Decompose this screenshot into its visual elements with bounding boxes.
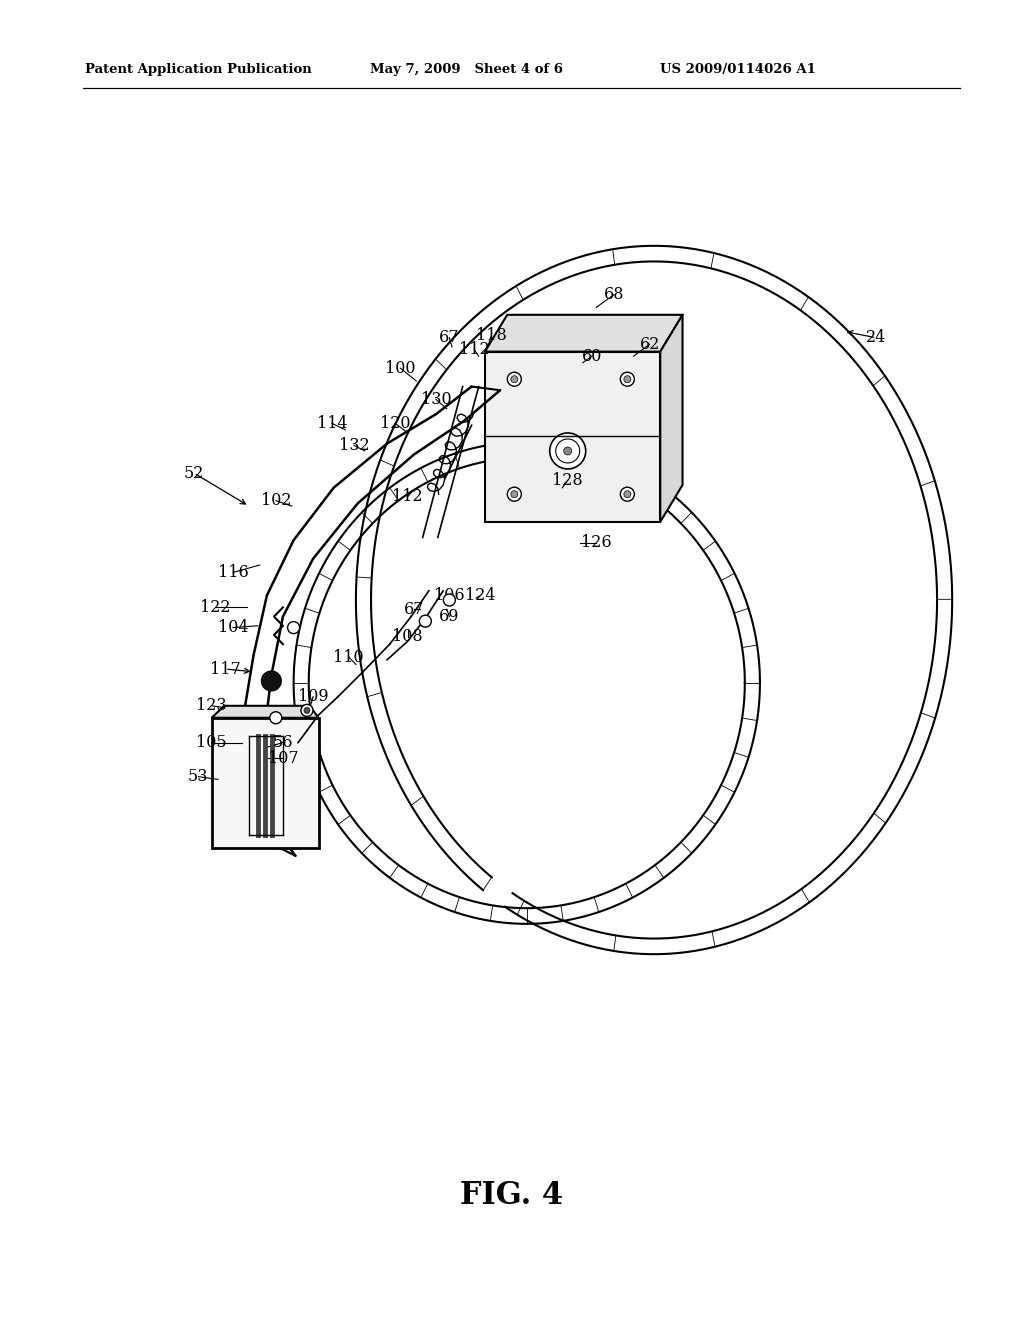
Circle shape <box>288 622 300 634</box>
Circle shape <box>621 372 634 387</box>
Polygon shape <box>212 706 318 718</box>
Text: 53: 53 <box>188 768 209 785</box>
Text: 117: 117 <box>210 660 241 677</box>
Polygon shape <box>212 718 318 849</box>
Text: 106: 106 <box>434 587 465 605</box>
Circle shape <box>304 708 310 713</box>
Text: 67: 67 <box>403 601 424 618</box>
Circle shape <box>550 433 586 469</box>
Circle shape <box>419 615 431 627</box>
Text: 100: 100 <box>385 359 416 376</box>
Circle shape <box>443 594 456 606</box>
Circle shape <box>301 705 313 717</box>
Polygon shape <box>485 314 683 351</box>
Circle shape <box>507 487 521 502</box>
Text: 112: 112 <box>392 488 423 506</box>
Text: 112: 112 <box>459 342 489 358</box>
Text: 110: 110 <box>334 648 365 665</box>
Text: 60: 60 <box>582 347 602 364</box>
Text: 104: 104 <box>218 619 249 636</box>
Text: 105: 105 <box>197 734 227 751</box>
Circle shape <box>564 447 571 455</box>
Text: 52: 52 <box>183 465 204 482</box>
Circle shape <box>511 491 518 498</box>
Text: 126: 126 <box>581 535 611 552</box>
Text: 132: 132 <box>339 437 370 454</box>
Text: 68: 68 <box>604 286 625 304</box>
Text: 67: 67 <box>439 329 460 346</box>
Text: 56: 56 <box>272 734 293 751</box>
Text: 118: 118 <box>476 327 507 345</box>
Text: 128: 128 <box>552 471 583 488</box>
Text: 120: 120 <box>380 414 411 432</box>
Text: 24: 24 <box>866 329 887 346</box>
Text: Patent Application Publication: Patent Application Publication <box>85 63 311 77</box>
Circle shape <box>507 372 521 387</box>
Text: FIG. 4: FIG. 4 <box>461 1180 563 1210</box>
Text: 130: 130 <box>421 391 452 408</box>
Polygon shape <box>485 351 660 521</box>
Text: 102: 102 <box>260 492 291 510</box>
Text: 107: 107 <box>267 750 298 767</box>
Circle shape <box>261 671 282 690</box>
Text: US 2009/0114026 A1: US 2009/0114026 A1 <box>660 63 816 77</box>
Text: 109: 109 <box>298 688 329 705</box>
Text: 116: 116 <box>218 564 249 581</box>
Circle shape <box>624 491 631 498</box>
Text: 123: 123 <box>197 697 227 714</box>
Text: 122: 122 <box>200 599 230 616</box>
Circle shape <box>621 487 634 502</box>
Text: 62: 62 <box>639 335 659 352</box>
Text: 108: 108 <box>392 628 423 645</box>
Circle shape <box>511 376 518 383</box>
Polygon shape <box>660 314 683 521</box>
Circle shape <box>624 376 631 383</box>
Circle shape <box>269 711 282 723</box>
Text: 124: 124 <box>465 587 496 605</box>
Text: May 7, 2009   Sheet 4 of 6: May 7, 2009 Sheet 4 of 6 <box>370 63 563 77</box>
Text: 69: 69 <box>439 609 460 626</box>
Text: 114: 114 <box>316 414 347 432</box>
